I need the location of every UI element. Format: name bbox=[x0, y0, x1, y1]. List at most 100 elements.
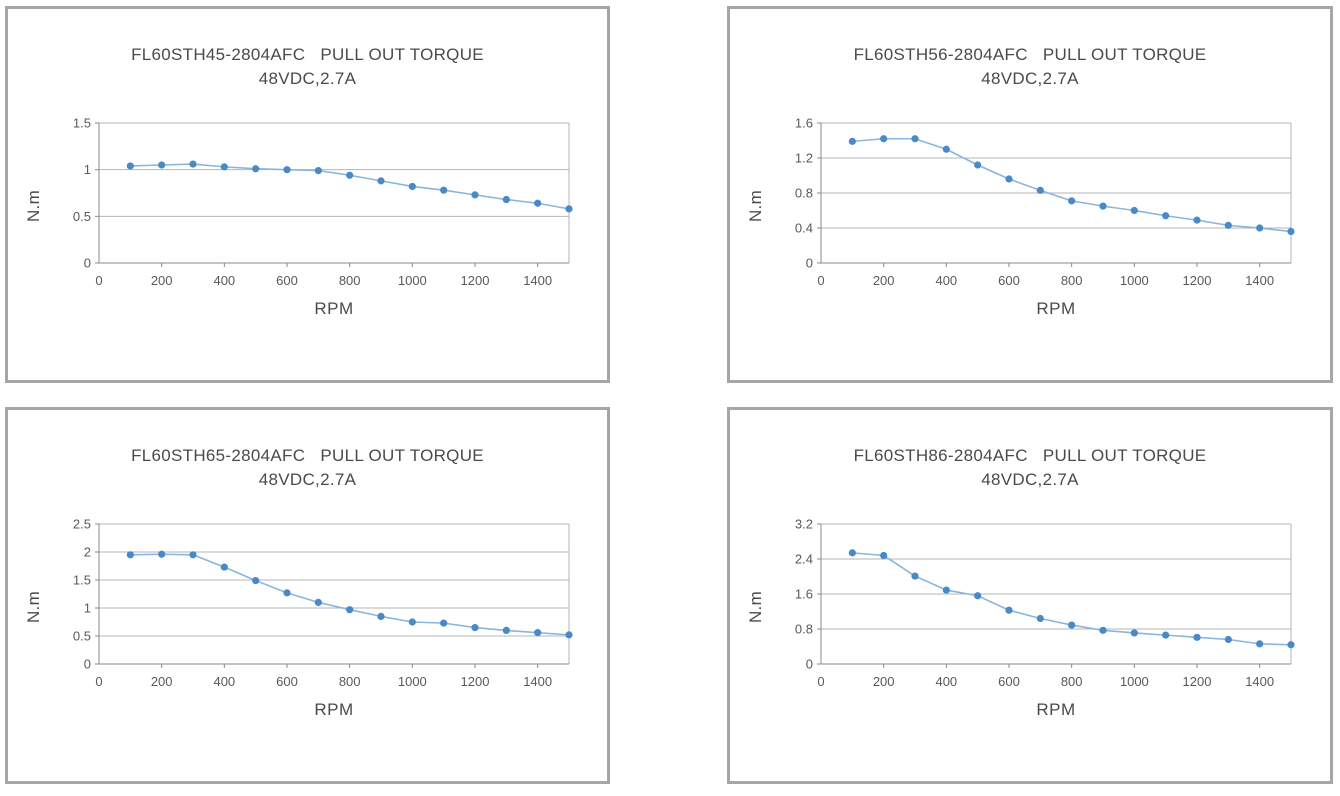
x-tick-label: 600 bbox=[276, 674, 298, 689]
data-point-marker bbox=[314, 598, 322, 606]
data-point-marker bbox=[848, 549, 856, 557]
chart-title: FL60STH65-2804AFC PULL OUT TORQUE bbox=[131, 446, 484, 465]
data-point-marker bbox=[220, 563, 228, 571]
x-tick-label: 400 bbox=[935, 674, 957, 689]
y-axis-label-text: N.m bbox=[746, 590, 765, 624]
x-tick-label: 1200 bbox=[461, 273, 490, 288]
chart-subtitle: 48VDC,2.7A bbox=[981, 470, 1079, 489]
x-tick-label: 1000 bbox=[398, 273, 427, 288]
y-axis-label: N.m bbox=[744, 117, 768, 319]
data-point-marker bbox=[220, 163, 228, 171]
series-line bbox=[130, 163, 570, 210]
plot-column: 0 0.5 1 1.5 0 200 400 600 800 1000 1200 1400 RPM bbox=[46, 117, 604, 319]
data-point-marker bbox=[848, 137, 856, 145]
data-point-marker bbox=[1005, 175, 1013, 183]
x-tick-label: 200 bbox=[151, 273, 173, 288]
data-point-marker bbox=[974, 161, 982, 169]
torque-curve-plot: 0 0.4 0.8 1.2 1.6 0 200 400 600 800 1000 1200 1400 bbox=[795, 117, 1295, 288]
data-point-marker bbox=[974, 592, 982, 600]
data-point-marker bbox=[880, 551, 888, 560]
x-tick-label: 200 bbox=[873, 273, 895, 288]
chart-subtitle: 48VDC,2.7A bbox=[258, 470, 357, 489]
y-axis-label-text: N.m bbox=[746, 189, 765, 223]
data-point-marker bbox=[1099, 202, 1107, 210]
x-tick-label: 0 bbox=[817, 674, 824, 689]
x-tick-label: 1400 bbox=[1245, 674, 1274, 689]
data-point-marker bbox=[314, 167, 322, 175]
data-point-marker bbox=[283, 589, 291, 597]
chart-panel-fl60sth65: FL60STH65-2804AFC PULL OUT TORQUE 48VDC,… bbox=[5, 407, 610, 784]
data-point-marker bbox=[911, 135, 919, 143]
data-point-marker bbox=[1256, 224, 1264, 232]
x-tick-label: 1400 bbox=[523, 273, 552, 288]
chart-area: N.m 0 0.8 1.6 2.4 3.2 0 200 400 600 800 1000 1200 14… bbox=[744, 518, 1330, 720]
data-point-marker bbox=[189, 160, 197, 168]
y-tick-label: 0.5 bbox=[73, 209, 91, 224]
data-point-marker bbox=[942, 145, 950, 153]
y-tick-label: 0 bbox=[806, 657, 813, 672]
y-tick-label: 1.5 bbox=[73, 117, 91, 131]
x-axis-label: RPM bbox=[1036, 700, 1076, 719]
series-line bbox=[852, 552, 1292, 646]
data-point-marker bbox=[565, 205, 573, 213]
y-tick-label: 2.4 bbox=[795, 552, 813, 567]
data-point-marker bbox=[1036, 186, 1044, 194]
data-point-marker bbox=[534, 629, 542, 637]
x-tick-label: 0 bbox=[817, 273, 824, 288]
chart-subtitle: 48VDC,2.7A bbox=[981, 69, 1079, 88]
data-point-marker bbox=[880, 135, 888, 143]
data-point-marker bbox=[377, 612, 385, 620]
data-point-marker bbox=[502, 626, 510, 634]
y-tick-label: 2.5 bbox=[73, 518, 91, 532]
data-point-marker bbox=[377, 177, 385, 185]
x-tick-label: 0 bbox=[95, 674, 102, 689]
x-axis-label: RPM bbox=[1036, 299, 1076, 318]
chart-panel-fl60sth45: FL60STH45-2804AFC PULL OUT TORQUE 48VDC,… bbox=[5, 6, 610, 383]
data-point-marker bbox=[346, 606, 354, 614]
chart-subtitle: 48VDC,2.7A bbox=[258, 69, 357, 88]
data-point-marker bbox=[408, 618, 416, 626]
y-tick-label: 1.6 bbox=[795, 587, 813, 602]
plot-column: 0 0.5 1 1.5 2 2.5 0 200 400 600 800 1000 1200 1400 RP… bbox=[46, 518, 604, 720]
torque-curve-plot: 0 0.8 1.6 2.4 3.2 0 200 400 600 800 1000 1200 1400 bbox=[795, 518, 1295, 689]
x-tick-label: 800 bbox=[339, 273, 361, 288]
chart-title: FL60STH86-2804AFC PULL OUT TORQUE bbox=[853, 446, 1207, 465]
data-point-marker bbox=[1193, 633, 1201, 641]
y-tick-label: 0.8 bbox=[795, 622, 813, 637]
data-point-marker bbox=[1224, 221, 1232, 229]
data-point-marker bbox=[1162, 631, 1170, 639]
data-point-marker bbox=[911, 572, 919, 580]
data-point-marker bbox=[1130, 629, 1138, 637]
y-tick-label: 0 bbox=[84, 657, 91, 672]
x-tick-label: 1200 bbox=[461, 674, 490, 689]
x-tick-label: 1400 bbox=[1245, 273, 1274, 288]
x-tick-label: 600 bbox=[998, 273, 1020, 288]
data-point-marker bbox=[502, 195, 510, 204]
plot-column: 0 0.4 0.8 1.2 1.6 0 200 400 600 800 1000 1200 1400 R… bbox=[768, 117, 1326, 319]
data-point-marker bbox=[1224, 635, 1232, 644]
x-tick-label: 600 bbox=[276, 273, 298, 288]
x-tick-label: 1000 bbox=[1120, 674, 1149, 689]
series-line bbox=[852, 137, 1292, 233]
chart-area: N.m 0 0.5 1 1.5 0 200 400 600 800 1000 1200 1400 RP… bbox=[22, 117, 607, 319]
y-tick-label: 1.5 bbox=[73, 573, 91, 588]
chart-area: N.m 0 0.4 0.8 1.2 1.6 0 200 400 600 800 1000 1200 14… bbox=[744, 117, 1330, 319]
data-point-marker bbox=[1162, 212, 1170, 220]
y-axis-label: N.m bbox=[22, 518, 46, 720]
data-point-marker bbox=[158, 550, 166, 558]
data-point-marker bbox=[1287, 227, 1295, 236]
data-point-marker bbox=[1036, 614, 1044, 623]
y-tick-label: 0 bbox=[806, 256, 813, 271]
data-point-marker bbox=[471, 191, 479, 199]
data-point-marker bbox=[565, 631, 573, 639]
chart-panel-fl60sth56: FL60STH56-2804AFC PULL OUT TORQUE 48VDC,… bbox=[727, 6, 1333, 383]
x-tick-label: 200 bbox=[873, 674, 895, 689]
x-tick-label: 800 bbox=[339, 674, 361, 689]
x-axis-label: RPM bbox=[314, 299, 354, 318]
x-tick-label: 800 bbox=[1061, 674, 1083, 689]
y-tick-label: 0.8 bbox=[795, 186, 813, 201]
x-tick-label: 0 bbox=[95, 273, 102, 288]
x-axis-label: RPM bbox=[314, 700, 354, 719]
y-tick-label: 3.2 bbox=[795, 518, 813, 532]
y-axis-label-text: N.m bbox=[24, 189, 43, 223]
